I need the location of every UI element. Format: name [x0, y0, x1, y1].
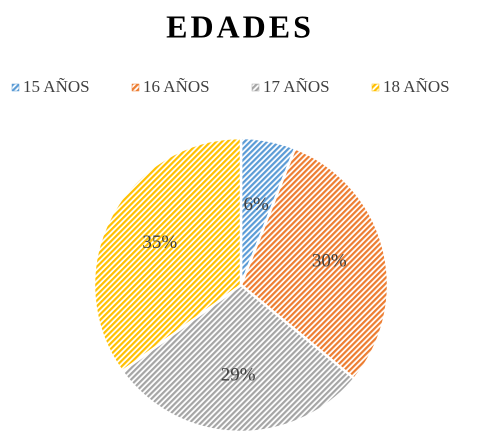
pie-slice	[239, 146, 390, 381]
legend-swatch	[251, 83, 260, 92]
legend-label: 15 AÑOS	[23, 77, 90, 96]
data-label: 6%	[243, 194, 269, 215]
legend-label: 17 AÑOS	[263, 77, 330, 96]
chart-title: EDADES	[166, 8, 314, 44]
data-label: 30%	[312, 251, 347, 272]
legend-label: 16 AÑOS	[143, 77, 210, 96]
legend-swatch	[11, 83, 20, 92]
legend-swatch	[131, 83, 140, 92]
legend-label: 18 AÑOS	[383, 77, 450, 96]
data-label: 29%	[221, 364, 256, 385]
pie-slice	[92, 136, 243, 374]
data-label: 35%	[142, 232, 177, 253]
legend-swatch	[371, 83, 380, 92]
